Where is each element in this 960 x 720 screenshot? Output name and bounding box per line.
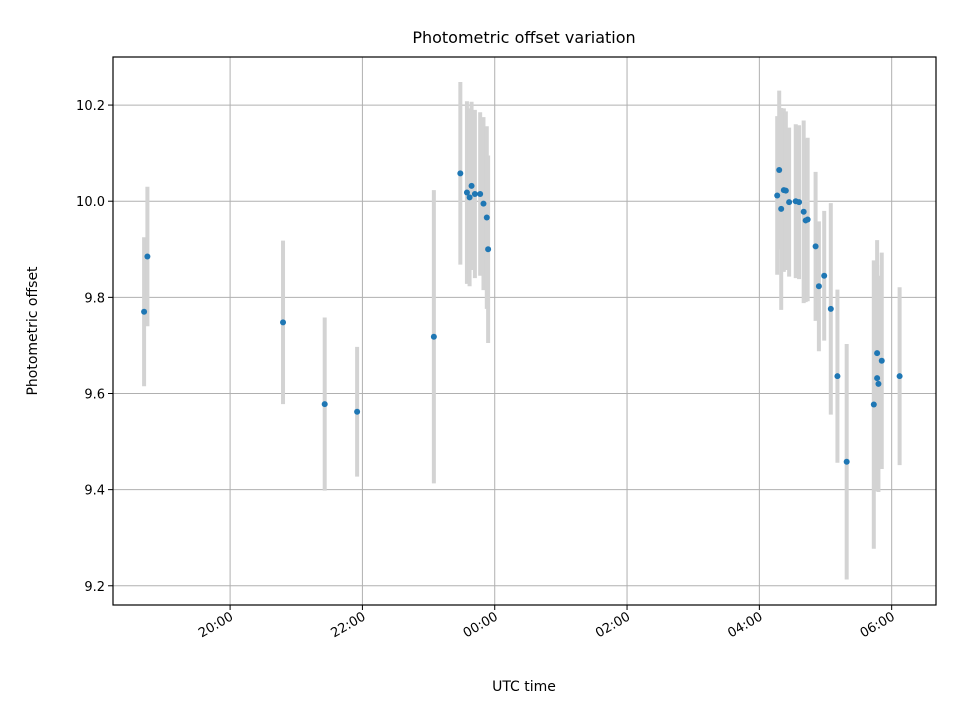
data-point — [485, 246, 492, 253]
y-tick-label: 9.6 — [84, 387, 105, 402]
x-axis-ticks: 20:00 22:00 00:00 02:00 04:00 06:00 — [196, 605, 898, 641]
data-point — [280, 319, 287, 326]
data-point — [786, 199, 793, 206]
grid — [113, 57, 936, 605]
data-point — [466, 194, 473, 201]
error-bars — [142, 81, 902, 580]
data-point — [896, 373, 903, 380]
x-tick-label: 00:00 — [461, 609, 501, 641]
data-point — [827, 305, 834, 312]
data-point — [483, 214, 490, 221]
data-point — [463, 189, 470, 196]
data-point — [477, 191, 484, 197]
data-point — [821, 272, 828, 279]
x-axis-label: UTC time — [492, 679, 556, 695]
x-tick-label: 22:00 — [328, 609, 368, 641]
data-point — [430, 333, 437, 340]
data-point — [468, 182, 475, 189]
y-tick-label: 9.8 — [84, 291, 105, 306]
data-point — [141, 308, 148, 315]
data-point — [471, 191, 478, 197]
data-point — [874, 375, 881, 382]
data-point — [321, 401, 328, 408]
y-axis-ticks: 9.2 9.4 9.6 9.8 10.0 10.2 — [76, 99, 113, 595]
x-tick-label: 20:00 — [196, 609, 236, 641]
data-point — [774, 192, 781, 199]
data-point — [878, 357, 885, 364]
x-tick-label: 02:00 — [593, 609, 633, 641]
chart-title: Photometric offset variation — [412, 28, 635, 47]
data-point — [776, 166, 783, 173]
y-axis-label: Photometric offset — [25, 266, 41, 396]
plot-frame — [112, 56, 937, 606]
data-point — [782, 187, 789, 194]
data-point — [870, 401, 877, 408]
y-tick-label: 10.0 — [76, 195, 105, 210]
data-point — [457, 170, 464, 177]
y-tick-label: 9.2 — [84, 580, 105, 595]
x-tick-label: 04:00 — [725, 609, 765, 641]
data-point — [815, 283, 822, 290]
data-point — [144, 253, 151, 260]
data-point — [874, 350, 881, 357]
data-point — [796, 199, 803, 206]
data-point — [834, 373, 841, 380]
data-point — [843, 458, 850, 465]
data-point — [778, 205, 785, 212]
data-point — [875, 380, 882, 387]
data-point — [804, 216, 811, 223]
x-tick-label: 06:00 — [858, 609, 898, 641]
data-point — [480, 200, 487, 207]
y-tick-label: 9.4 — [84, 484, 105, 499]
data-points — [141, 166, 903, 465]
data-point — [800, 208, 807, 215]
data-point — [354, 408, 361, 415]
data-point — [812, 243, 819, 250]
y-tick-label: 10.2 — [76, 99, 105, 114]
